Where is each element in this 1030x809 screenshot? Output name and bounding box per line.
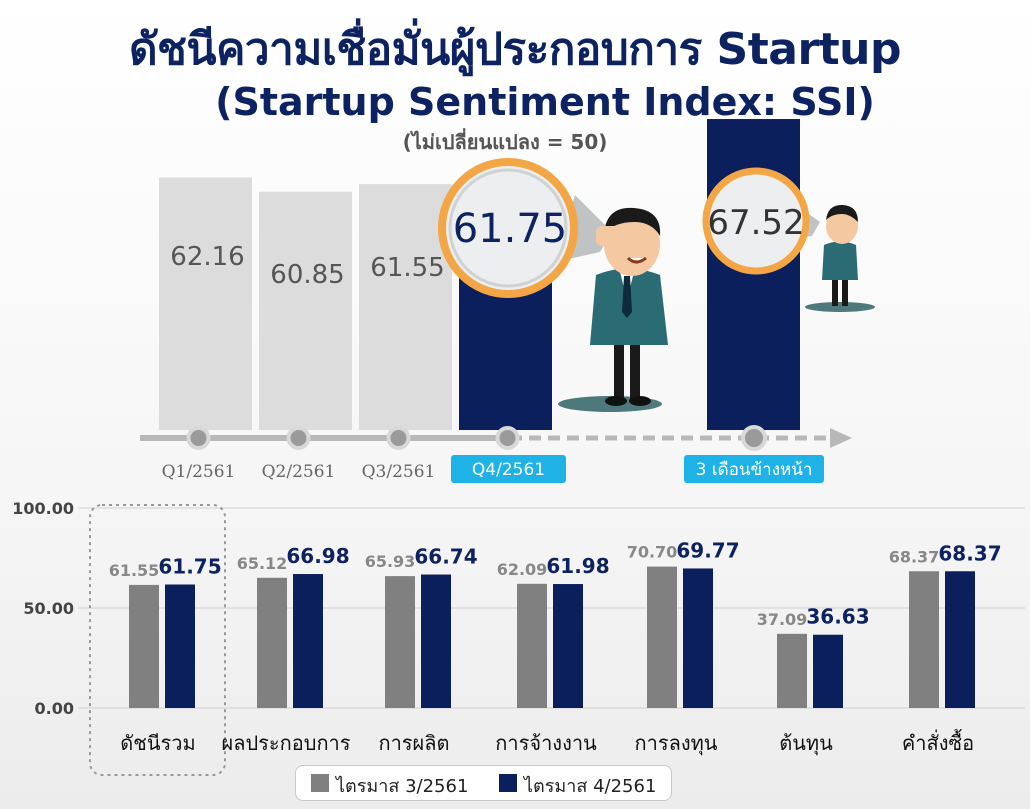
bar-q4 — [421, 574, 451, 708]
value-label-q3: 70.70 — [627, 543, 678, 562]
page-subtitle: (Startup Sentiment Index: SSI) — [215, 80, 875, 124]
chart-legend: ไตรมาส 3/2561 ไตรมาส 4/2561 — [295, 765, 672, 801]
timeline-point — [495, 426, 520, 450]
bar-q3 — [517, 583, 547, 708]
magnifier-lens-small — [702, 167, 810, 275]
bar-q3 — [909, 571, 939, 708]
timeline-bar — [159, 177, 252, 430]
character-leg — [614, 340, 624, 400]
character-shoe — [605, 396, 627, 406]
timeline-bar — [359, 184, 452, 430]
magnifier-icon — [438, 158, 668, 412]
timeline-category-label: Q1/2561 — [162, 462, 236, 482]
legend-label-q4: ไตรมาส 4/2561 — [524, 776, 657, 797]
category-label: ผลประกอบการ — [221, 731, 350, 755]
bar-q4 — [683, 568, 713, 708]
timeline-value-label: 61.55 — [370, 253, 444, 283]
value-label-q4: 69.77 — [676, 538, 739, 562]
bar-q4 — [553, 584, 583, 708]
value-label-q3: 62.09 — [497, 560, 548, 579]
value-label-q3: 65.12 — [237, 554, 288, 573]
value-label-q4: 66.74 — [414, 545, 477, 569]
value-label-q3: 37.09 — [757, 610, 808, 629]
magnifier-lens — [438, 158, 578, 298]
bar-q4 — [293, 574, 323, 708]
value-label-q3: 68.37 — [889, 547, 940, 566]
category-label: คำสั่งซื้อ — [902, 729, 974, 755]
value-label-q4: 61.98 — [546, 554, 609, 578]
timeline-value-label: 62.16 — [170, 242, 244, 272]
page-title: ดัชนีความเชื่อมั่นผู้ประกอบการ Startup — [128, 24, 902, 75]
bar-q4 — [165, 584, 195, 708]
timeline-value-label: 67.52 — [707, 203, 804, 243]
value-label-q3: 61.55 — [109, 561, 160, 580]
timeline-bar — [707, 119, 800, 431]
value-label-q4: 61.75 — [158, 555, 221, 579]
timeline-category-badge: Q4/2561 — [451, 455, 566, 483]
legend-label-q3: ไตรมาส 3/2561 — [336, 776, 469, 797]
character-leg — [630, 340, 640, 400]
value-label-q3: 65.93 — [365, 552, 416, 571]
legend-swatch-q3 — [311, 774, 329, 792]
baseline-note: (ไม่เปลี่ยนแปลง = 50) — [402, 130, 608, 154]
bar-q3 — [129, 584, 159, 708]
category-label: การจ้างงาน — [495, 731, 597, 755]
y-tick-label: 50.00 — [23, 599, 74, 618]
timeline-category-badge-bg — [451, 455, 566, 483]
value-label-q4: 68.37 — [938, 541, 1001, 565]
timeline-value-label: 60.85 — [270, 260, 344, 290]
timeline-point — [741, 425, 767, 451]
magnifier-icon-small — [702, 167, 875, 312]
value-label-q4: 66.98 — [286, 544, 349, 568]
timeline-category-badge: 3 เดือนข้างหน้า — [684, 455, 824, 483]
category-label: การผลิต — [378, 731, 449, 755]
category-label: ดัชนีรวม — [120, 731, 195, 755]
timeline-category-badge-bg — [684, 455, 824, 483]
category-label: การลงทุน — [635, 731, 718, 756]
bar-q4 — [945, 571, 975, 708]
y-tick-label: 0.00 — [35, 699, 74, 718]
timeline-category-label: Q3/2561 — [362, 462, 436, 482]
timeline-category-label: Q4/2561 — [472, 460, 545, 480]
component-chart: 0.00 50.00 100.00 61.55 61.75 65.12 66.98 65.9… — [12, 499, 1025, 776]
category-label: ต้นทุน — [779, 731, 833, 756]
bar-q3 — [777, 633, 807, 708]
bar-q4 — [813, 634, 843, 708]
legend-swatch-q4 — [499, 774, 517, 792]
bar-q3 — [385, 576, 415, 708]
timeline-point — [386, 426, 411, 450]
y-tick-label: 100.00 — [12, 499, 74, 518]
character-mouth — [626, 256, 647, 264]
timeline-bar — [259, 191, 352, 430]
overall-index-highlight — [89, 504, 226, 776]
character-hair — [604, 207, 661, 236]
timeline-category-label: Q2/2561 — [262, 462, 336, 482]
character-shoe — [629, 396, 651, 406]
bar-q3 — [647, 566, 677, 708]
timeline-point — [286, 426, 311, 450]
timeline-category-label: 3 เดือนข้างหน้า — [696, 460, 813, 480]
timeline-value-label: 61.75 — [453, 206, 568, 252]
timeline-point — [186, 426, 211, 450]
character-tie — [622, 276, 632, 318]
bar-q3 — [257, 577, 287, 708]
value-label-q4: 36.63 — [806, 605, 869, 629]
character-hand — [596, 226, 622, 246]
timeline-chart — [140, 119, 852, 451]
timeline-arrow-icon — [830, 428, 852, 448]
